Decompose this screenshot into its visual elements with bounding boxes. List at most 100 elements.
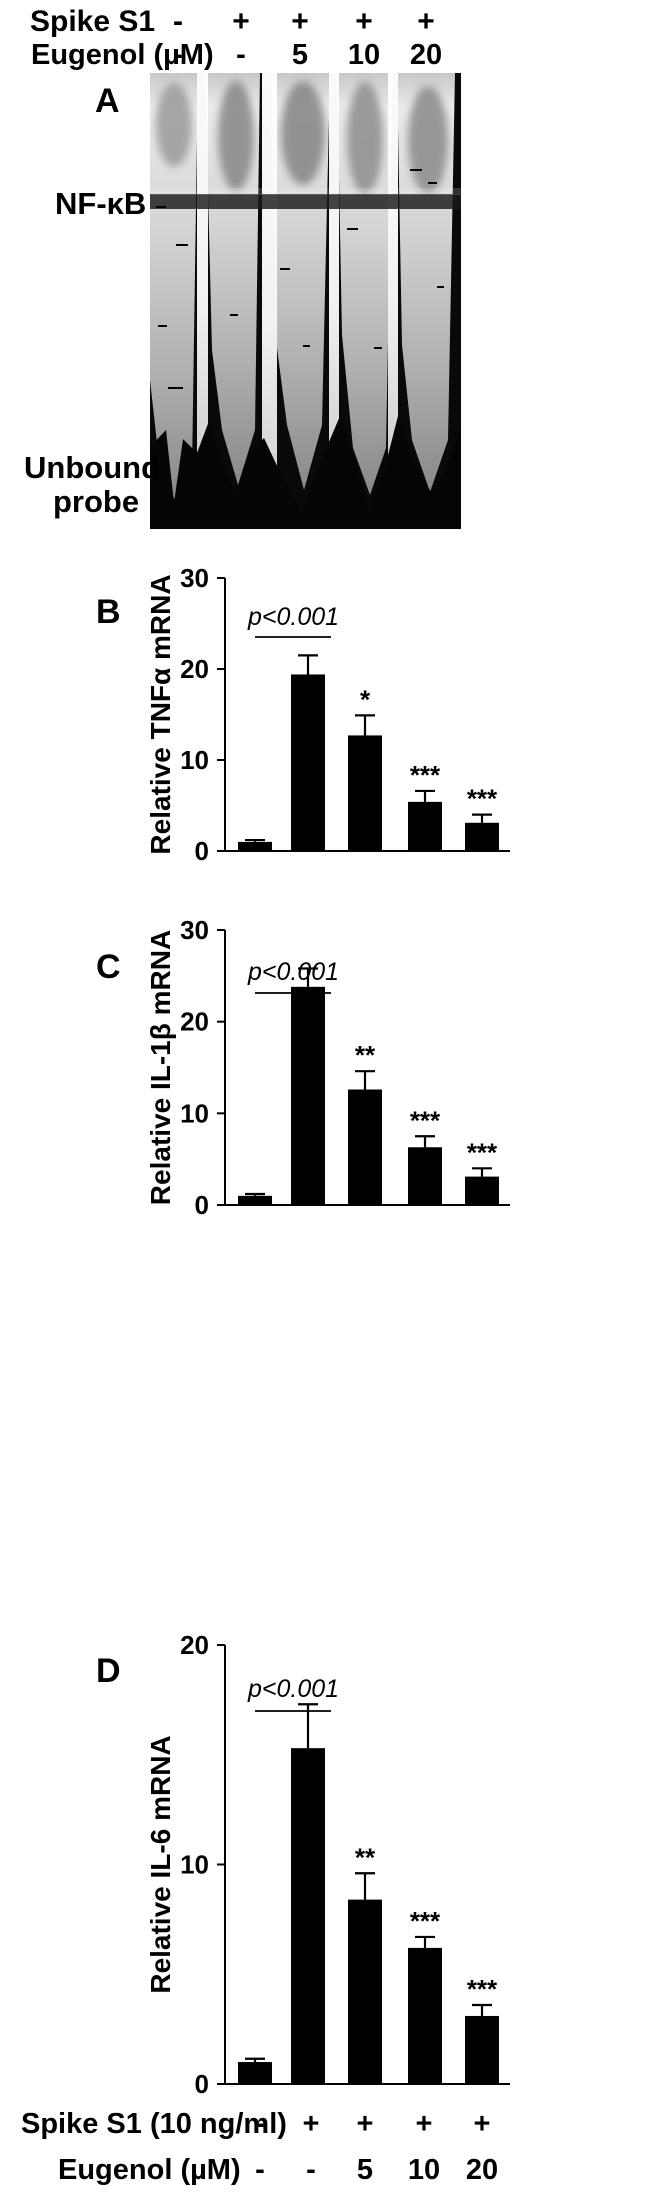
bottom-header-row-label-spike: Spike S1 (10 ng/ml) bbox=[21, 2108, 287, 2140]
y-tick-label: 10 bbox=[180, 1850, 209, 1880]
header-spike-value-4: + bbox=[355, 5, 373, 38]
gel-speck bbox=[230, 314, 238, 316]
gel-speck bbox=[410, 169, 422, 171]
bar-2 bbox=[291, 986, 325, 1205]
header-eugenol-value-2: - bbox=[236, 39, 246, 71]
y-axis-label: Relative IL-1β mRNA bbox=[145, 930, 176, 1205]
bottom-header-eugenol-value-5: 20 bbox=[466, 2154, 498, 2186]
y-tick-label: 0 bbox=[195, 2069, 209, 2099]
gel-speck bbox=[168, 387, 183, 389]
gel-speck bbox=[437, 286, 444, 288]
header-row-label-eugenol: Eugenol (µM) bbox=[31, 39, 214, 71]
bottom-header-spike-value-4: + bbox=[416, 2108, 433, 2140]
significance-annotation: p<0.001 bbox=[247, 603, 339, 631]
bottom-header-spike-value-3: + bbox=[357, 2108, 374, 2140]
bar-3 bbox=[348, 1089, 382, 1205]
gel-well-2 bbox=[218, 81, 254, 191]
bar-4 bbox=[408, 1147, 442, 1205]
significance-annotation: p<0.001 bbox=[247, 958, 339, 986]
significance-annotation: p<0.001 bbox=[247, 1675, 339, 1703]
significance-stars-3: * bbox=[360, 684, 371, 714]
bottom-header-spike-value-1: - bbox=[255, 2108, 265, 2140]
gel-well-4 bbox=[347, 82, 383, 194]
gel-speck bbox=[280, 268, 290, 270]
bottom-header-spike-value-2: + bbox=[303, 2108, 320, 2140]
chart-d-bars: ******** bbox=[238, 1703, 499, 2084]
bar-5 bbox=[465, 1176, 499, 1205]
header-spike-value-3: + bbox=[291, 5, 309, 38]
header-eugenol-value-1: - bbox=[173, 39, 183, 71]
y-tick-label: 20 bbox=[180, 654, 209, 684]
y-tick-label: 30 bbox=[180, 563, 209, 593]
header-spike-value-2: + bbox=[232, 5, 250, 38]
header-spike-value-5: + bbox=[417, 5, 435, 38]
nfkb-band bbox=[150, 194, 461, 209]
bottom-header-eugenol-value-3: 5 bbox=[357, 2154, 373, 2186]
top-treatment-header: Spike S1 - + + + + Eugenol (µM) - - 5 10… bbox=[30, 5, 442, 71]
bar-5 bbox=[465, 2015, 499, 2084]
gel-band-label-nfkb: NF-κB bbox=[55, 186, 146, 221]
gel-lower-dark-region bbox=[150, 416, 461, 529]
panel-label-a: A bbox=[95, 82, 120, 120]
gel-speck bbox=[158, 325, 167, 327]
chart-b-bars: ******* bbox=[238, 654, 499, 851]
gel-speck bbox=[428, 182, 437, 184]
gel-separator-3 bbox=[329, 73, 339, 457]
y-tick-label: 10 bbox=[180, 1098, 209, 1128]
gel-speck bbox=[176, 244, 188, 246]
gel-lane-1 bbox=[150, 73, 198, 500]
y-axis-label: Relative IL-6 mRNA bbox=[145, 1735, 176, 1993]
bottom-header-eugenol-value-1: - bbox=[255, 2154, 265, 2186]
gel-speck bbox=[347, 228, 358, 230]
bottom-header-row-label-eugenol: Eugenol (µM) bbox=[58, 2154, 241, 2186]
bar-3 bbox=[348, 1899, 382, 2084]
bottom-header-spike-value-5: + bbox=[474, 2108, 491, 2140]
bar-2 bbox=[291, 674, 325, 851]
y-tick-label: 20 bbox=[180, 1007, 209, 1037]
header-eugenol-value-4: 10 bbox=[348, 39, 380, 71]
chart-d-axes: 0 10 20 Relative IL-6 mRNA bbox=[145, 1630, 510, 2099]
nfkb-band-highlight bbox=[150, 188, 461, 195]
gel-well-5 bbox=[408, 86, 448, 194]
bottom-header-eugenol-value-2: - bbox=[306, 2154, 316, 2186]
header-row-label-spike: Spike S1 bbox=[30, 5, 155, 38]
significance-stars-3: ** bbox=[355, 1040, 376, 1070]
gel-band-label-unbound: Unbound bbox=[24, 450, 160, 485]
chart-d-annotation: p<0.001 bbox=[247, 1675, 339, 1712]
gel-lane-4 bbox=[337, 73, 393, 495]
bar-3 bbox=[348, 735, 382, 851]
header-eugenol-value-5: 20 bbox=[410, 39, 442, 71]
y-tick-label: 0 bbox=[195, 1190, 209, 1220]
gel-speck bbox=[303, 345, 310, 347]
significance-stars-5: *** bbox=[467, 1974, 498, 2004]
gel-speck bbox=[156, 206, 166, 208]
significance-stars-3: ** bbox=[355, 1842, 376, 1872]
bar-5 bbox=[465, 822, 499, 851]
y-tick-label: 30 bbox=[180, 915, 209, 945]
gel-separator-2 bbox=[262, 73, 277, 491]
chart-b-annotation: p<0.001 bbox=[247, 603, 339, 638]
gel-well-1 bbox=[156, 83, 192, 167]
bar-4 bbox=[408, 801, 442, 851]
significance-stars-4: *** bbox=[410, 1906, 441, 1936]
gel-separator-1 bbox=[197, 73, 208, 455]
bottom-header-eugenol-value-4: 10 bbox=[408, 2154, 440, 2186]
bar-1 bbox=[238, 841, 272, 851]
panel-label-b: B bbox=[96, 593, 121, 631]
y-axis-label: Relative TNFα mRNA bbox=[145, 574, 176, 854]
bar-1 bbox=[238, 1195, 272, 1205]
panel-label-c: C bbox=[96, 948, 121, 986]
significance-stars-4: *** bbox=[410, 760, 441, 790]
y-tick-label: 10 bbox=[180, 745, 209, 775]
bar-1 bbox=[238, 2062, 272, 2084]
gel-lane-3 bbox=[270, 73, 330, 490]
y-tick-label: 0 bbox=[195, 836, 209, 866]
gel-band-label-probe: probe bbox=[53, 484, 139, 519]
emsa-gel-image bbox=[150, 73, 461, 529]
gel-speck bbox=[374, 347, 382, 349]
